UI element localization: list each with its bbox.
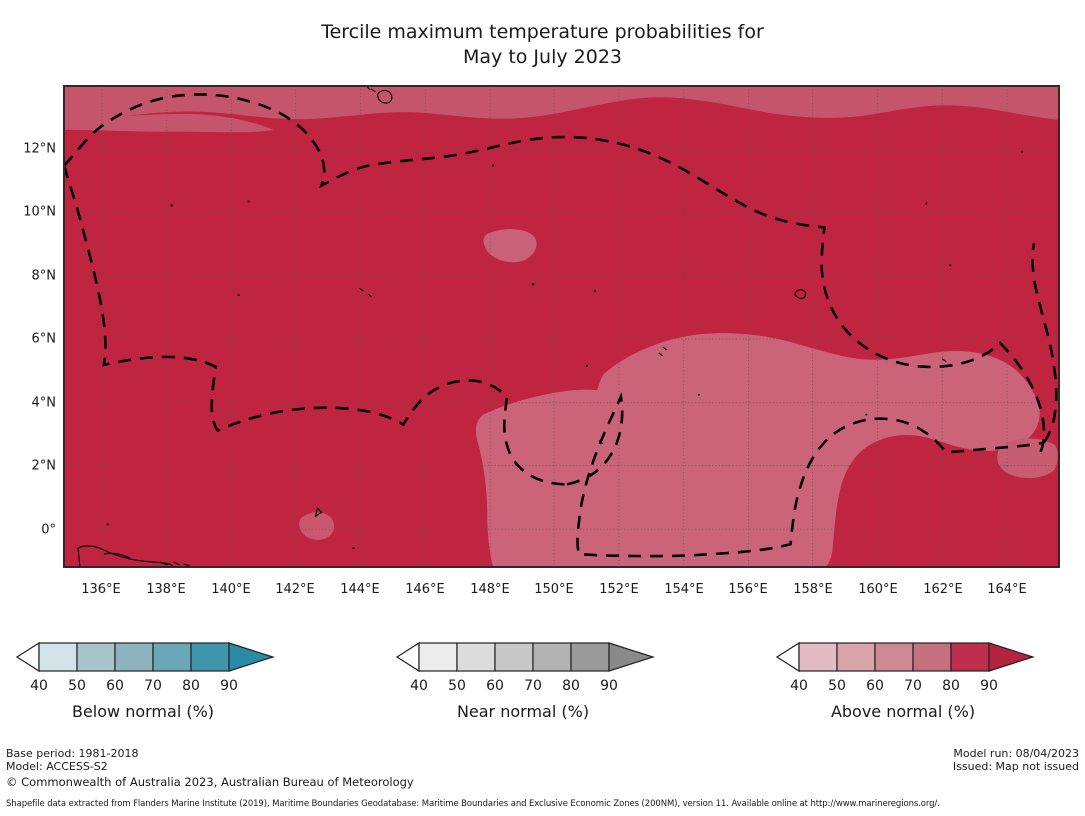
region-northwest-70-80 [64,113,274,133]
colorbar-cell-above-70-80 [912,642,952,672]
colorbar-under-arrow-above [775,641,800,673]
cbar-near-tick-50: 50 [448,678,466,694]
colorbar-above-normal-swatches [775,641,1035,673]
y-tick-12N: 12°N [23,141,56,157]
y-tick-2N: 2°N [31,458,57,474]
eez-dashed-boundary-west [64,165,567,486]
colorbar-near-normal-swatches [395,641,655,673]
footer-model-run: Model run: 08/04/2023 [953,747,1079,760]
cbar-near-tick-80: 80 [562,678,580,694]
cbar-above-tick-40: 40 [790,678,808,694]
eez-dashed-boundary [64,93,1046,458]
coastline-outlines [77,86,947,567]
x-tick-136E: 136°E [81,582,121,597]
colorbar-above-normal-label: Above normal (%) [830,702,976,721]
colorbar-near-normal: 40 50 60 70 80 90 Near normal (%) [389,638,689,721]
colorbar-cell-below-50-60 [76,642,116,672]
probability-map [64,86,1059,567]
x-tick-138E: 138°E [146,582,186,597]
x-tick-150E: 150°E [534,582,574,597]
region-patch-central [483,229,537,263]
region-small-blob-west [299,512,335,540]
cbar-below-tick-50: 50 [68,678,86,694]
cbar-below-tick-60: 60 [106,678,124,694]
colorbar-below-normal: 40 50 60 70 80 90 Below normal (%) [9,638,309,721]
page-title: Tercile maximum temperature probabilitie… [321,21,764,68]
colorbar-cell-above-60-70 [874,642,914,672]
colorbar-cell-below-60-70 [114,642,154,672]
colorbar-below-normal-ticks: 40 50 60 70 80 90 [9,678,309,698]
x-tick-144E: 144°E [340,582,380,597]
colorbar-cell-near-60-70 [494,642,534,672]
footer-model: Model: ACCESS-S2 [6,760,108,773]
x-tick-162E: 162°E [923,582,963,597]
x-tick-148E: 148°E [470,582,510,597]
footer-shapefile-attribution: Shapefile data extracted from Flanders M… [6,799,940,809]
colorbar-cell-near-80-90 [570,642,610,672]
colorbar-cell-near-40-50 [418,642,458,672]
footer-issued: Issued: Map not issued [952,760,1079,773]
colorbar-cell-above-40-50 [798,642,838,672]
y-tick-8N: 8°N [31,268,57,284]
x-tick-156E: 156°E [728,582,768,597]
colorbar-below-normal-label: Below normal (%) [71,702,215,721]
colorbar-cell-below-80-90 [190,642,230,672]
colorbar-over-arrow-below [228,642,275,672]
colorbar-over-arrow-above [988,642,1035,672]
cbar-below-tick-70: 70 [144,678,162,694]
y-tick-0: 0° [41,522,56,538]
y-tick-6N: 6°N [31,331,57,347]
y-tick-4N: 4°N [31,395,57,411]
cbar-above-tick-60: 60 [866,678,884,694]
cbar-above-tick-50: 50 [828,678,846,694]
y-tick-10N: 10°N [23,204,56,220]
x-tick-158E: 158°E [793,582,833,597]
colorbar-cell-near-50-60 [456,642,496,672]
footer-base-period: Base period: 1981-2018 [6,747,139,760]
cbar-above-tick-70: 70 [904,678,922,694]
colorbar-below-normal-swatches [15,641,275,673]
colorbar-above-normal: 40 50 60 70 80 90 Above normal (%) [769,638,1069,721]
colorbar-near-normal-ticks: 40 50 60 70 80 90 [389,678,689,698]
x-tick-154E: 154°E [664,582,704,597]
colorbar-cell-above-50-60 [836,642,876,672]
x-tick-140E: 140°E [211,582,251,597]
region-north-70-80 [64,86,1059,121]
map-plot-area [63,85,1060,568]
colorbar-under-arrow-near [395,641,420,673]
x-tick-160E: 160°E [858,582,898,597]
x-tick-146E: 146°E [405,582,445,597]
region-southeast-70-80 [562,333,1040,567]
cbar-below-tick-40: 40 [30,678,48,694]
colorbar-cell-below-40-50 [38,642,78,672]
map-gridlines [64,86,1059,567]
cbar-near-tick-70: 70 [524,678,542,694]
x-tick-152E: 152°E [599,582,639,597]
colorbar-over-arrow-near [608,642,655,672]
colorbar-cell-below-70-80 [152,642,192,672]
cbar-near-tick-40: 40 [410,678,428,694]
cbar-below-tick-80: 80 [182,678,200,694]
cbar-near-tick-90: 90 [600,678,618,694]
eez-dashed-boundary-east [1031,243,1058,444]
cbar-above-tick-80: 80 [942,678,960,694]
x-tick-164E: 164°E [987,582,1027,597]
cbar-below-tick-90: 90 [220,678,238,694]
colorbar-under-arrow-below [15,641,40,673]
x-tick-142E: 142°E [275,582,315,597]
colorbar-near-normal-label: Near normal (%) [456,702,590,721]
cbar-above-tick-90: 90 [980,678,998,694]
region-southwest-lobe-70-80 [475,389,623,567]
map-frame [64,86,1059,567]
cbar-near-tick-60: 60 [486,678,504,694]
colorbar-cell-near-70-80 [532,642,572,672]
colorbar-cell-above-80-90 [950,642,990,672]
colorbar-above-normal-ticks: 40 50 60 70 80 90 [769,678,1069,698]
footer-copyright: © Commonwealth of Australia 2023, Austra… [6,775,414,789]
coastline-dots [106,150,1024,550]
